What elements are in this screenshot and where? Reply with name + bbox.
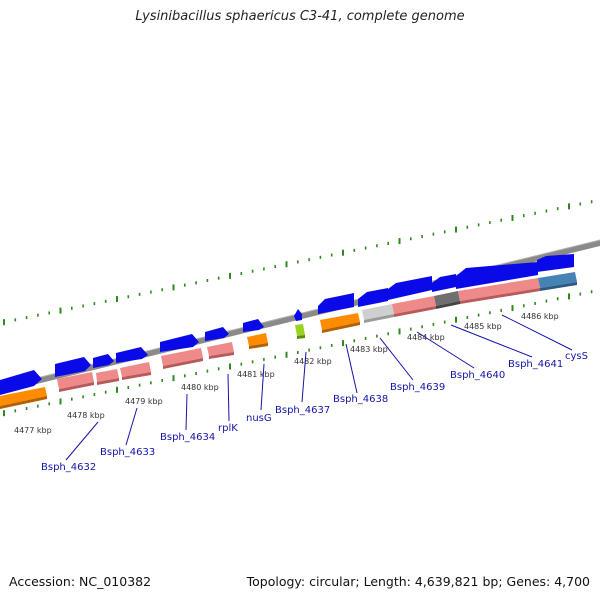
lime-feature[interactable] [295,324,305,336]
salmon-feature-shadow [97,378,119,385]
salmon-feature-shadow [59,382,94,392]
kbp-label: 4480 kbp [181,383,219,392]
kbp-label: 4477 kbp [14,426,52,435]
gene-arrow[interactable] [456,262,538,289]
gene-label-bsph-4641[interactable]: Bsph_4641 [508,359,563,370]
gene-label-bsph-4637[interactable]: Bsph_4637 [275,405,330,416]
gene-label-bsph-4634[interactable]: Bsph_4634 [160,432,215,443]
gene-arrow[interactable] [116,347,148,363]
gene-arrow[interactable] [318,293,354,314]
gene-label-bsph-4633[interactable]: Bsph_4633 [100,447,155,458]
orange-feature-shadow [0,396,47,409]
gene-leader-lines [65,314,573,461]
gene-arrow[interactable] [432,274,456,292]
salmon-feature[interactable] [207,342,234,356]
salmon-feature[interactable] [458,278,540,301]
accession-text: Accession: NC_010382 [9,574,152,589]
gene-label-bsph-4632[interactable]: Bsph_4632 [41,462,96,473]
steelblue-feature-shadow [540,282,577,291]
salmon-feature-shadow [122,372,151,380]
genome-summary-text: Topology: circular; Length: 4,639,821 bp… [246,574,590,589]
gene-label-nusg[interactable]: nusG [246,413,272,424]
gene-arrow[interactable] [388,276,432,300]
gene-label-bsph-4639[interactable]: Bsph_4639 [390,382,445,393]
orange-feature-shadow [249,343,268,349]
gene-arrows [0,254,574,395]
salmon-feature[interactable] [120,362,151,377]
outer-tick-row [3,200,593,326]
orange-feature[interactable] [0,387,47,406]
gene-label-bsph-4638[interactable]: Bsph_4638 [333,394,388,405]
kbp-label: 4485 kbp [464,322,502,331]
gene-arrow[interactable] [93,354,114,368]
salmon-feature-shadow [209,352,234,359]
lightgray-feature-shadow [364,314,394,323]
gene-arrow[interactable] [243,319,264,332]
salmon-feature[interactable] [96,369,119,382]
kbp-label: 4483 kbp [350,345,388,354]
darkgray-feature-shadow [436,301,460,309]
kbp-label: 4482 kbp [294,357,332,366]
gene-arrow[interactable] [358,288,388,307]
gene-label-rplk[interactable]: rplK [218,423,238,434]
gene-label-cyss[interactable]: cysS [565,351,588,362]
kbp-label: 4479 kbp [125,397,163,406]
darkgray-feature[interactable] [434,291,460,306]
gene-arrow[interactable] [160,334,199,352]
kbp-label: 4478 kbp [67,411,105,420]
gene-labels: Bsph_4632 Bsph_4633 Bsph_4634 rplK nusG … [41,351,588,473]
orange-feature[interactable] [320,313,360,330]
salmon-feature-shadow [394,306,436,317]
kbp-label: 4486 kbp [521,312,559,321]
feature-bars [0,272,577,409]
inner-tick-row [3,290,593,417]
salmon-feature-shadow [163,358,203,369]
map-title: Lysinibacillus sphaericus C3-41, complet… [135,9,465,24]
orange-feature[interactable] [247,333,268,346]
salmon-feature[interactable] [392,296,436,314]
salmon-feature[interactable] [57,372,94,389]
lightgray-feature[interactable] [362,304,394,320]
gene-arrow[interactable] [537,254,574,272]
salmon-feature[interactable] [161,348,203,366]
gene-arrow[interactable] [55,357,91,377]
steelblue-feature[interactable] [538,272,577,288]
salmon-feature-shadow [460,288,540,304]
gene-arrow[interactable] [294,309,302,321]
gene-arrow[interactable] [205,327,229,341]
orange-feature-shadow [322,322,360,333]
gene-arrow[interactable] [0,370,42,395]
lime-feature-shadow [297,335,305,339]
gene-label-bsph-4640[interactable]: Bsph_4640 [450,370,505,381]
kbp-label: 4481 kbp [237,370,275,379]
